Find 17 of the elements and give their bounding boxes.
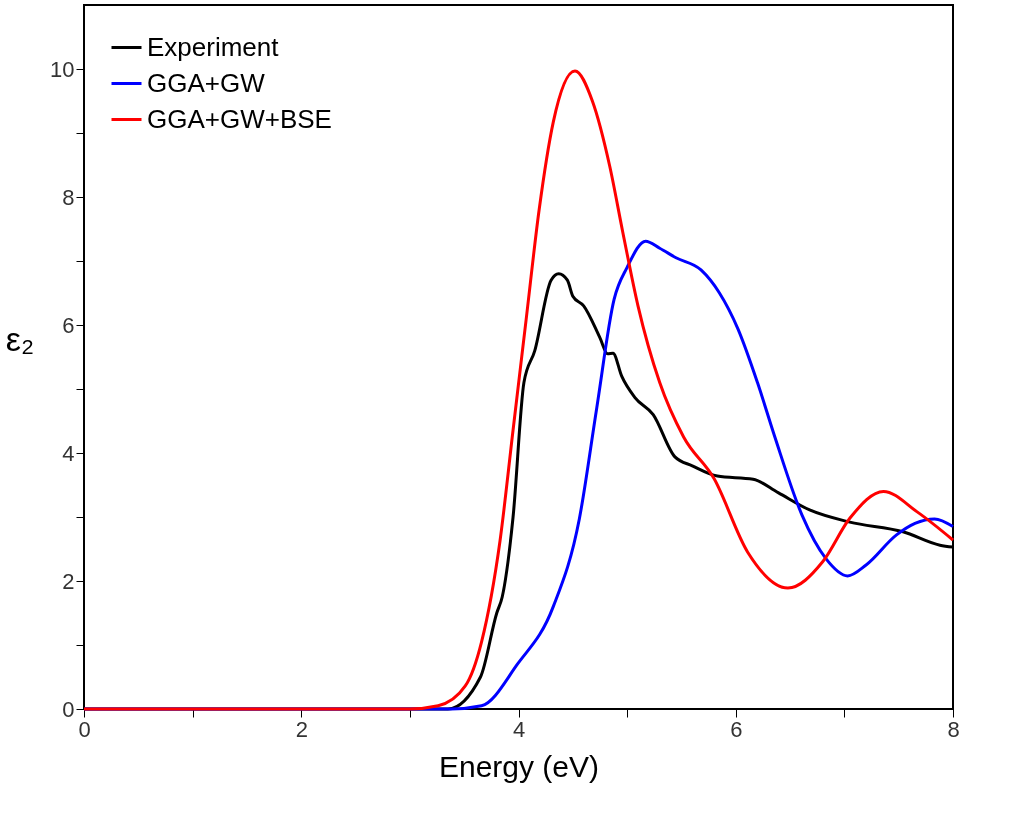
- y-tick-label: 0: [62, 696, 75, 722]
- x-tick-label: 6: [730, 716, 743, 742]
- y-axis-title: ε₂: [5, 319, 35, 358]
- line-series: [82, 69, 955, 711]
- y-tick-label: 10: [50, 56, 75, 82]
- x-tick-label: 4: [512, 716, 526, 742]
- x-tick-label: 0: [78, 716, 91, 742]
- y-tick-label: 6: [62, 312, 75, 338]
- x-tick-label: 2: [295, 716, 308, 742]
- y-tick-label: 4: [62, 440, 75, 466]
- legend-label: Experiment: [147, 31, 280, 62]
- y-tick-label: 2: [62, 568, 75, 594]
- x-axis-title: Energy (eV): [438, 749, 600, 783]
- legend-label: GGA+GW+BSE: [147, 103, 332, 134]
- x-tick-label: 8: [947, 716, 960, 742]
- legend-label: GGA+GW: [147, 67, 266, 98]
- y-tick-label: 8: [62, 184, 75, 210]
